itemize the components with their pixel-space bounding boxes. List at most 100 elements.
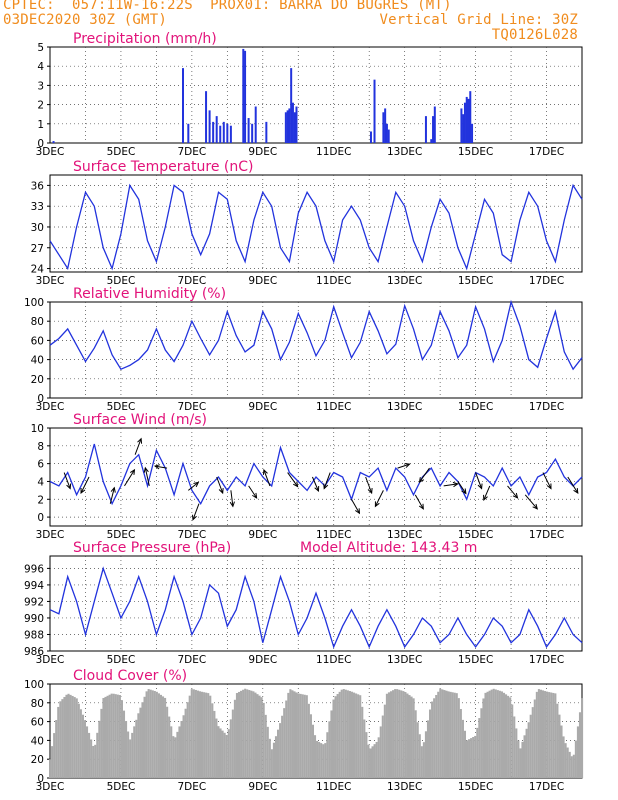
wind-arrow [216,476,224,494]
cloud-bar [237,691,241,778]
cloud-bar [213,710,216,778]
cloud-bar [256,694,259,778]
precip-bar [254,106,257,143]
cloud-bar [375,741,378,778]
cloud-bar [552,692,555,778]
cloud-bar [365,732,368,778]
y-tick-label: 100 [24,679,44,691]
cloud-bar [548,692,551,778]
cloud-bar [498,690,501,778]
header-date: 03DEC2020 30Z (GMT) [3,12,167,28]
cloud-bar [560,725,563,778]
cloud-bar [229,719,232,778]
cloud-bar [92,745,95,778]
cloud-bar [539,689,543,778]
cloud-bar [541,690,545,778]
precip-bar [229,125,232,143]
cloud-bar [194,689,197,778]
cloud-bar [211,703,214,778]
y-tick-label: 24 [31,264,45,276]
cloud-bar [515,728,518,778]
cloud-bar [500,691,503,778]
y-tick-label: 60 [31,717,44,729]
wind-arrow-head [477,483,483,490]
cloud-bar [371,746,374,778]
panel-title: Relative Humidity (%) [73,286,226,302]
x-tick-label: 3DEC [36,654,65,666]
cloud-bar [537,689,540,778]
cloud-bar [266,726,269,778]
precip-bar [212,121,215,143]
panel-temp: 24 27 30 33 36 3DEC 5DEC 7DEC 9DEC 11DEC 13DEC 15DE… [31,159,583,287]
y-tick-label: 40 [31,355,44,367]
precip-bar [293,112,296,143]
cloud-bar [482,698,485,778]
cloud-bar [287,692,290,778]
cloud-bar [254,692,257,778]
y-tick-label: 2 [37,100,44,112]
cloud-bar [205,692,208,778]
y-tick-label: 0 [37,773,44,785]
y-tick-label: 6 [37,459,44,471]
cloud-bar [443,690,446,778]
cloud-bar [141,702,144,778]
cloud-bar [353,692,356,778]
cloud-bar [400,690,403,778]
wind-arrow-head [80,487,86,495]
wind-arrow-head [461,488,467,495]
y-tick-label: 60 [31,335,44,347]
cloud-bar [217,726,220,778]
precip-bar [291,102,294,143]
cloud-bar [523,735,526,778]
cloud-bar [572,754,575,778]
cloud-bar [61,699,64,778]
x-tick-label: 9DEC [248,401,277,413]
x-tick-label: 3DEC [36,529,65,541]
cloud-bar [507,695,510,778]
cloud-bar [422,742,425,778]
cloud-bar [484,692,487,778]
cloud-bar [244,688,247,778]
cloud-bar [102,697,105,778]
cloud-bar [474,735,477,778]
cloud-bar [139,707,142,778]
wind-arrow [443,483,458,487]
cloud-bar [453,692,456,778]
cloud-bar [336,694,339,778]
precip-bar [247,118,250,143]
cloud-bar [488,690,491,778]
cloud-bar [215,718,218,778]
cloud-bar [361,706,364,778]
x-tick-label: 13DEC [387,275,422,287]
precip-bar [424,116,427,143]
x-tick-label: 13DEC [387,529,422,541]
cloud-bar [480,708,483,778]
x-tick-label: 7DEC [177,529,206,541]
wind-arrow [192,503,200,520]
cloud-bar [149,689,152,778]
cloud-bar [301,694,304,778]
cloud-bar [558,714,561,778]
y-tick-label: 36 [31,180,45,192]
wind-arrow-head [193,481,200,488]
cloud-bar [568,751,571,778]
x-tick-label: 9DEC [248,529,277,541]
precip-bar [369,131,372,143]
cloud-bar [258,695,261,778]
cloud-bar [51,746,54,778]
cloud-bar [120,700,123,778]
y-tick-label: 994 [24,580,44,592]
wind-arrow-head [418,503,424,510]
x-tick-label: 17DEC [529,781,564,793]
wind-arrow-head [355,508,361,515]
x-tick-label: 7DEC [177,781,206,793]
x-tick-label: 7DEC [177,654,206,666]
x-tick-label: 15DEC [458,654,493,666]
cloud-bar [408,695,411,778]
cloud-bar [437,691,440,778]
header-line1: CPTEC: 057:11W-16:22S PROX01: BARRA DO B… [3,0,452,13]
cloud-bar [114,694,117,778]
wind-arrow-head [404,462,411,468]
cloud-bar [53,733,56,778]
wind-arrow-head [323,483,329,490]
